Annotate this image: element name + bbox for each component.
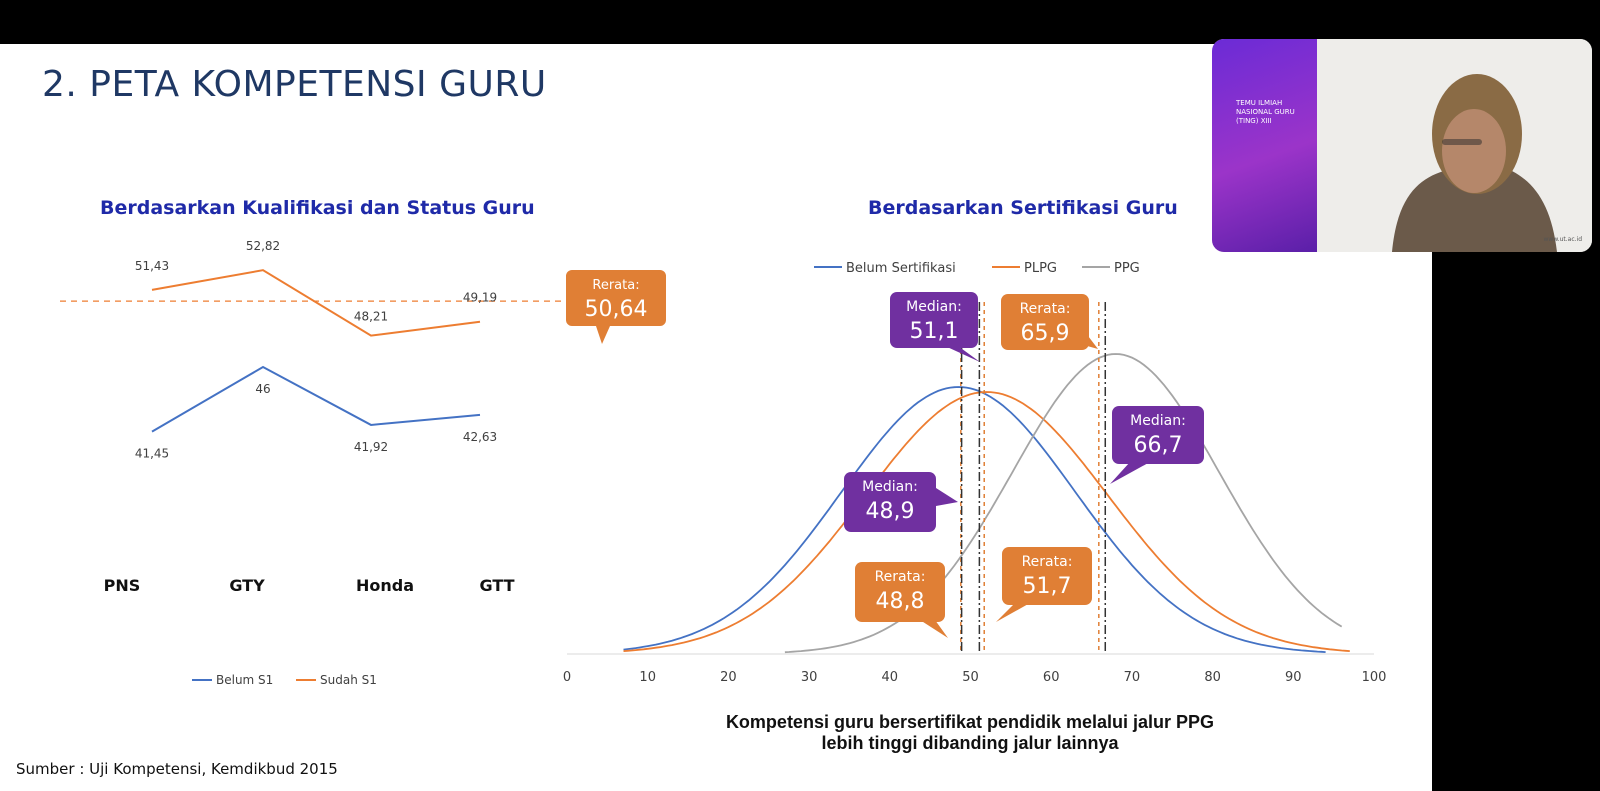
- callout-median-plpg: Median: 51,1: [890, 292, 980, 362]
- callout-value: 50,64: [585, 297, 648, 322]
- source-note: Sumber : Uji Kompetensi, Kemdikbud 2015: [16, 760, 338, 778]
- legend-label: PLPG: [1024, 261, 1057, 276]
- series-line-1: [151, 269, 481, 337]
- legend-label: PPG: [1114, 261, 1140, 276]
- data-label: 48,21: [354, 310, 388, 324]
- callout-box: [1001, 294, 1089, 350]
- left-line-chart: 41,45 46 41,92 42,63 51,43 52,82 48,21 49,19 PNS…: [60, 239, 666, 687]
- callout-title: Median:: [906, 299, 962, 315]
- conclusion-text: Kompetensi guru bersertifikat pendidik m…: [700, 712, 1240, 754]
- callout-mean-belum: Rerata: 48,8: [855, 562, 948, 638]
- callout-pointer: [996, 603, 1030, 622]
- callout-mean-ppg: Rerata: 65,9: [1001, 294, 1098, 350]
- distribution-curve-1: [623, 391, 1350, 652]
- x-tick-label: 70: [1124, 670, 1141, 685]
- data-label: 46: [255, 382, 270, 396]
- slide-title: 2. PETA KOMPETENSI GURU: [42, 64, 547, 105]
- data-label: 41,45: [135, 447, 169, 461]
- callout-pointer: [1080, 332, 1098, 349]
- event-banner: TEMU ILMIAH NASIONAL GURU (TING) XIII: [1212, 39, 1317, 252]
- webcam-video-feed: TEMU ILMIAH NASIONAL GURU (TING) XIII ww…: [1212, 39, 1592, 252]
- callout-box: [1002, 547, 1092, 605]
- callout-box: [566, 270, 666, 344]
- x-category-label: GTY: [229, 576, 265, 595]
- banner-line-3: (TING) XIII: [1236, 117, 1272, 125]
- callout-title: Median:: [862, 479, 918, 495]
- x-tick-label: 90: [1285, 670, 1302, 685]
- legend-label: Belum S1: [216, 673, 273, 687]
- data-label: 51,43: [135, 259, 169, 273]
- callout-median-belum: Median: 48,9: [844, 472, 958, 532]
- x-category-label: PNS: [104, 576, 141, 595]
- brand-url: www.ut.ac.id: [1543, 236, 1583, 243]
- banner-line-2: NASIONAL GURU: [1236, 108, 1295, 116]
- banner-line-1: TEMU ILMIAH: [1236, 99, 1283, 107]
- callout-title: Rerata:: [1020, 301, 1071, 317]
- x-tick-label: 20: [720, 670, 737, 685]
- conclusion-line-2: lebih tinggi dibanding jalur lainnya: [821, 733, 1119, 753]
- data-label: 49,19: [463, 291, 497, 305]
- x-category-label: Honda: [356, 576, 414, 595]
- callout-title: Rerata:: [592, 278, 639, 293]
- callout-value: 48,8: [876, 589, 925, 614]
- callout-value: 65,9: [1021, 321, 1070, 346]
- x-category-label: GTT: [479, 576, 514, 595]
- legend-label: Belum Sertifikasi: [846, 261, 956, 276]
- callout-box: [1112, 406, 1204, 464]
- callout-box: [844, 472, 936, 532]
- x-tick-label: 10: [639, 670, 656, 685]
- legend-label: Sudah S1: [320, 673, 377, 687]
- callout-value: 66,7: [1134, 433, 1183, 458]
- callout-box: [890, 292, 978, 348]
- right-distribution-chart: 0 10 20 30 40 50 60 70 80 90 100 Median: 51,1 Rerata:…: [563, 261, 1387, 685]
- series-line-0: [151, 365, 481, 433]
- left-chart-title: Berdasarkan Kualifikasi dan Status Guru: [100, 197, 535, 219]
- callout-title: Rerata:: [1022, 554, 1073, 570]
- distribution-curve-0: [623, 386, 1326, 653]
- callout-pointer: [945, 346, 980, 362]
- right-chart-title: Berdasarkan Sertifikasi Guru: [868, 197, 1178, 219]
- callout-value: 48,9: [866, 499, 915, 524]
- x-tick-label: 80: [1204, 670, 1221, 685]
- x-tick-label: 40: [882, 670, 899, 685]
- callout-mean-plpg: Rerata: 51,7: [996, 547, 1092, 622]
- callout-pointer: [1110, 462, 1150, 484]
- x-tick-label: 0: [563, 670, 571, 685]
- x-tick-label: 50: [962, 670, 979, 685]
- callout-box: [855, 562, 945, 622]
- data-label: 42,63: [463, 430, 497, 444]
- data-label: 41,92: [354, 440, 388, 454]
- x-tick-label: 60: [1043, 670, 1060, 685]
- mean-callout: Rerata: 50,64: [566, 270, 666, 344]
- slide: 2. PETA KOMPETENSI GURU Berdasarkan Kual…: [0, 44, 1432, 791]
- callout-value: 51,1: [910, 319, 959, 344]
- conclusion-line-1: Kompetensi guru bersertifikat pendidik m…: [725, 712, 1215, 732]
- data-label: 52,82: [246, 239, 280, 253]
- x-tick-label: 30: [801, 670, 818, 685]
- callout-median-ppg: Median: 66,7: [1110, 406, 1204, 484]
- callout-pointer: [936, 488, 958, 506]
- x-tick-label: 100: [1362, 670, 1387, 685]
- distribution-curve-2: [784, 353, 1343, 654]
- callout-title: Median:: [1130, 413, 1186, 429]
- presenter-image: [1317, 39, 1592, 252]
- callout-title: Rerata:: [875, 569, 926, 585]
- callout-value: 51,7: [1023, 574, 1072, 599]
- callout-pointer: [920, 620, 948, 638]
